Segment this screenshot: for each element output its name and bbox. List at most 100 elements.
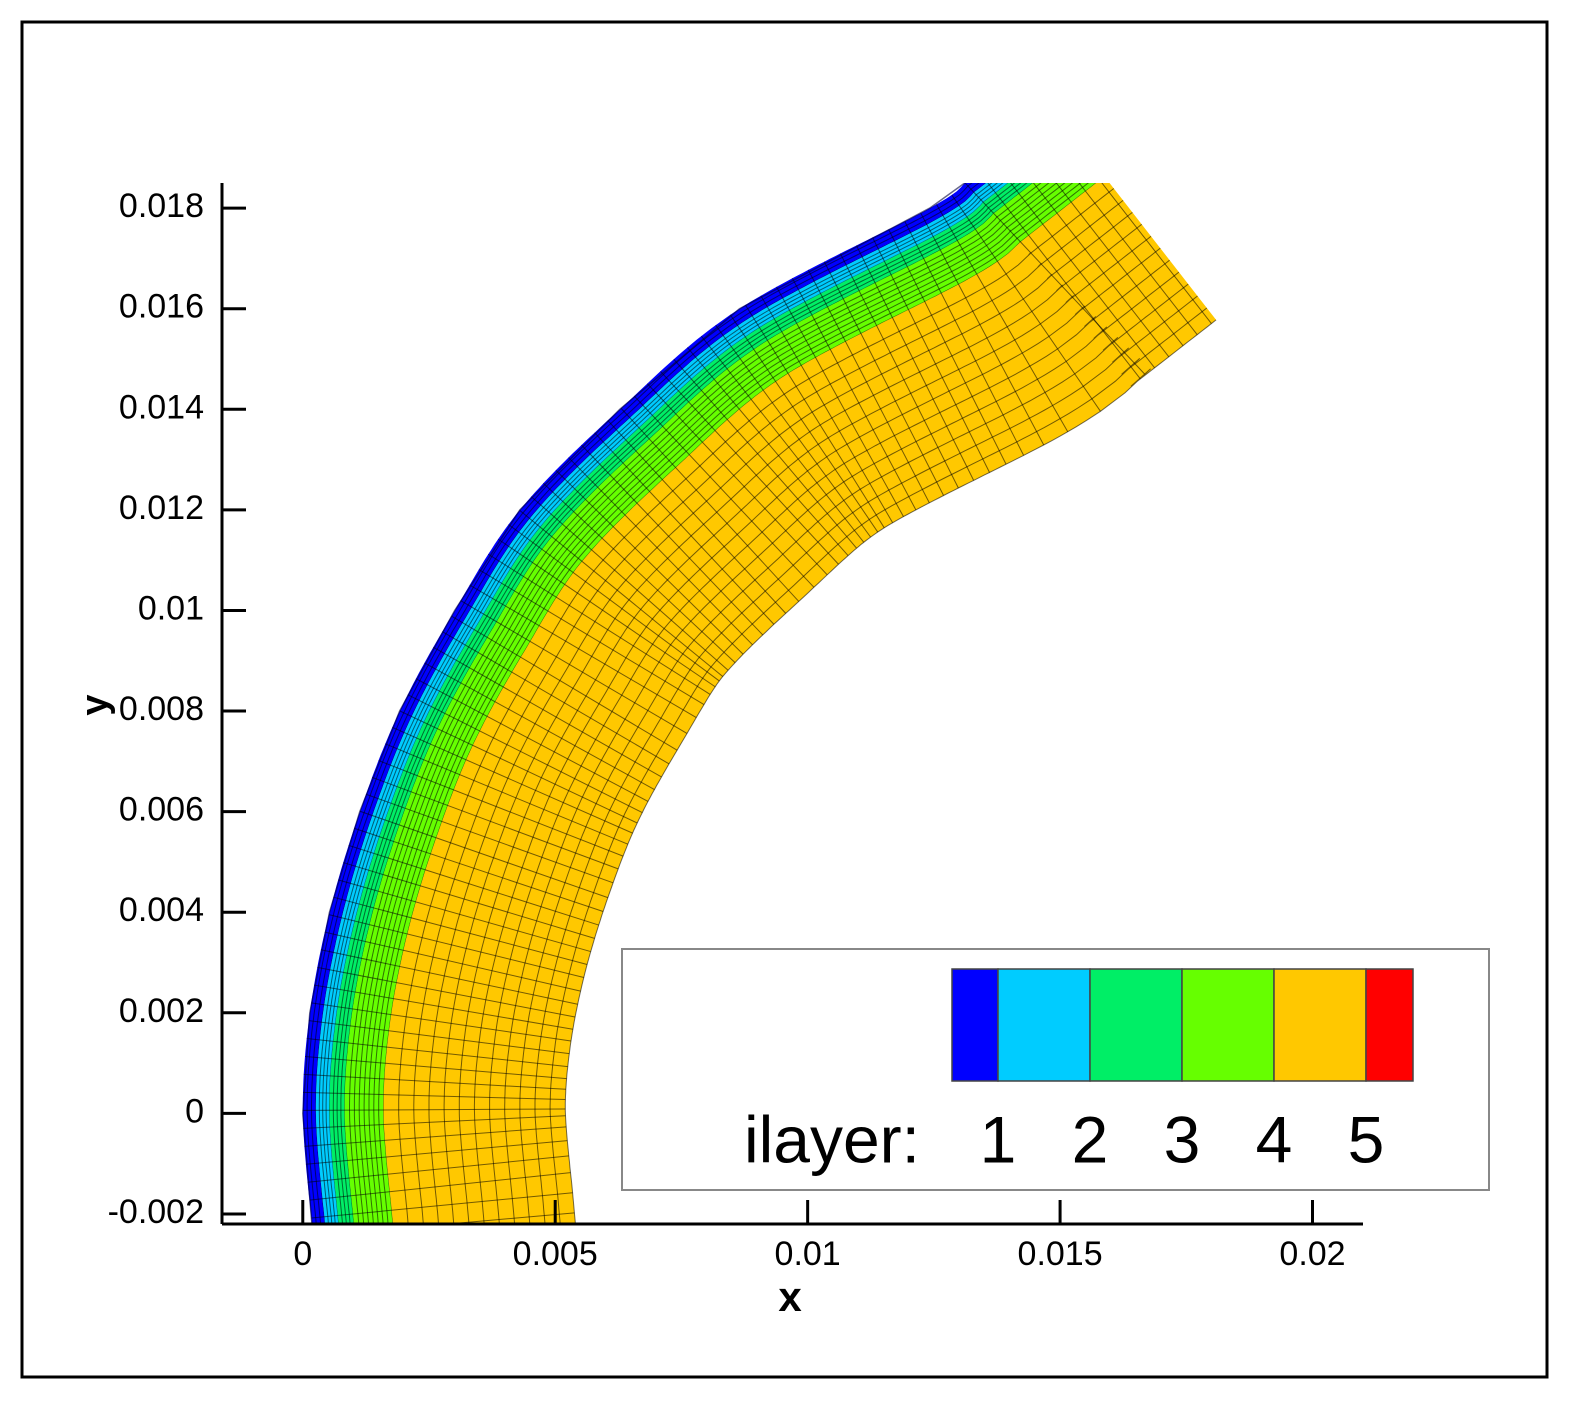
mesh-line — [433, 646, 662, 778]
mesh-line — [1032, 183, 1170, 358]
mesh-line — [308, 1020, 570, 1055]
mesh-line — [549, 307, 1208, 1224]
mesh-line — [349, 183, 1042, 1224]
mesh-line — [581, 444, 764, 636]
mesh-line — [807, 269, 930, 504]
mesh-line — [398, 188, 1115, 1224]
mesh-line — [700, 335, 865, 543]
mesh-line — [920, 212, 1045, 446]
mesh-line — [564, 319, 1217, 1224]
legend-swatch — [1365, 968, 1414, 1082]
mesh-line — [555, 469, 744, 655]
mesh-line — [855, 245, 975, 481]
mesh-line — [442, 631, 670, 765]
mesh-line — [530, 496, 729, 671]
legend-level: 4 — [1256, 1102, 1293, 1176]
mesh-line — [443, 223, 1143, 1224]
x-tick-label: 0.005 — [513, 1235, 598, 1273]
mesh-line — [460, 600, 688, 734]
x-tick-label: 0.02 — [1279, 1235, 1345, 1273]
mesh-line — [311, 1192, 573, 1219]
mesh-line — [620, 407, 800, 602]
mesh-line — [368, 183, 1074, 1224]
mesh-line — [336, 183, 1022, 1224]
x-axis-title: x — [778, 1273, 802, 1320]
legend-swatch — [951, 968, 999, 1082]
mesh-line — [534, 295, 1198, 1224]
mesh-line — [303, 1073, 566, 1090]
mesh-line — [338, 879, 591, 953]
mesh-line — [320, 949, 578, 1005]
mesh-line — [519, 509, 724, 677]
legend-swatch — [1089, 968, 1183, 1082]
mesh-line — [633, 395, 815, 588]
mesh-line — [305, 1140, 568, 1165]
legend-swatch — [1181, 968, 1275, 1082]
mesh-line — [660, 371, 839, 565]
y-tick-label: 0.016 — [119, 288, 204, 326]
layer — [315, 183, 1009, 1224]
mesh-line — [378, 760, 624, 857]
mesh-line — [428, 212, 1133, 1224]
layer — [383, 183, 1217, 1224]
mesh-line — [497, 538, 716, 688]
mesh-line — [415, 678, 649, 802]
y-tick-label: 0.004 — [119, 891, 204, 929]
mesh-line — [607, 420, 787, 614]
layer — [329, 183, 1033, 1224]
mesh-line — [313, 984, 573, 1030]
mesh-line — [424, 662, 655, 790]
mesh-line — [487, 553, 711, 695]
mesh-line — [353, 183, 1050, 1224]
mesh-line — [594, 432, 775, 625]
mesh-line — [322, 183, 998, 1224]
mesh-line — [363, 183, 1066, 1224]
mesh-line — [872, 237, 990, 473]
mesh-line — [373, 183, 1082, 1224]
y-tick-label: 0.006 — [119, 791, 204, 829]
mesh-line — [686, 347, 857, 549]
mesh-line — [392, 726, 633, 834]
mesh-line — [311, 1002, 572, 1042]
mesh-line — [839, 253, 959, 489]
boundary-curve — [302, 183, 966, 1224]
legend-level: 2 — [1072, 1102, 1109, 1176]
mesh-line — [1010, 183, 1155, 369]
mesh-line — [407, 694, 643, 814]
mesh-line — [304, 1055, 567, 1080]
mesh-line — [646, 383, 828, 576]
mesh-line — [325, 183, 1004, 1224]
mesh-line — [304, 1126, 567, 1147]
mesh-line — [353, 827, 604, 912]
legend-level: 1 — [980, 1102, 1017, 1176]
x-tick-label: 0 — [293, 1235, 312, 1273]
mesh-line — [343, 862, 595, 939]
mesh-line — [936, 204, 1069, 432]
y-axis-title: y — [74, 694, 116, 715]
y-tick-label: -0.002 — [108, 1193, 204, 1231]
mesh-line — [385, 743, 629, 845]
mesh-line — [318, 183, 993, 1224]
mesh-line — [904, 221, 1025, 456]
mesh-line — [1101, 183, 1212, 324]
mesh-line — [1055, 183, 1184, 347]
mesh-line — [333, 896, 588, 965]
legend-level: 3 — [1164, 1102, 1201, 1176]
mesh-line — [543, 482, 736, 663]
mesh-line — [473, 247, 1161, 1224]
mesh-line — [306, 1038, 568, 1068]
legend-swatch — [997, 968, 1091, 1082]
mesh-line — [378, 183, 1089, 1224]
legend-title: ilayer: — [744, 1102, 920, 1176]
mesh-line — [306, 183, 973, 1224]
legend-level: 5 — [1348, 1102, 1385, 1176]
y-tick-label: 0.014 — [119, 388, 204, 426]
mesh-line — [489, 259, 1170, 1224]
mesh-line — [413, 200, 1124, 1224]
mesh-line — [729, 314, 879, 533]
mesh-line — [508, 524, 720, 682]
y-tick-label: 0.002 — [119, 992, 204, 1030]
mesh-line — [399, 710, 638, 824]
y-tick-label: 0.018 — [119, 187, 204, 225]
